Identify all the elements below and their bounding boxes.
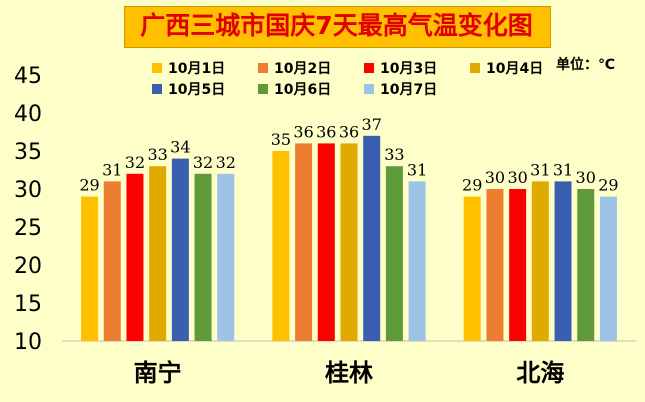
y-tick-label: 15 [14,292,42,317]
legend-swatch [470,63,480,73]
data-label: 31 [553,160,573,179]
x-category-label: 北海 [516,359,564,387]
legend-swatch [364,63,374,73]
data-label: 31 [102,160,122,179]
bar [340,143,358,341]
data-label: 35 [271,130,291,149]
bar [385,166,403,341]
bar [171,158,189,341]
bar [126,173,144,341]
y-tick-label: 10 [14,330,42,355]
bar [509,189,527,341]
bar [81,196,99,341]
data-label: 33 [147,145,167,164]
bar [217,173,235,341]
data-label: 36 [339,122,359,141]
bar [149,166,167,341]
legend-swatch [152,63,162,73]
data-label: 30 [485,168,505,187]
bar [363,135,381,341]
data-label: 32 [193,153,213,172]
unit-label: 单位：℃ [556,57,615,73]
bar [599,196,617,341]
bar [577,189,595,341]
y-tick-label: 35 [14,140,42,165]
x-category-label: 桂林 [325,359,373,387]
legend-swatch [258,84,268,94]
legend-swatch [258,63,268,73]
legend-label: 10月2日 [274,61,331,77]
data-label: 33 [384,145,404,164]
y-tick-label: 40 [14,102,42,127]
data-label: 36 [293,122,313,141]
legend-label: 10月5日 [168,82,225,98]
bar [272,151,290,341]
bar [194,173,212,341]
bar [486,189,504,341]
data-label: 30 [576,168,596,187]
y-tick-label: 25 [14,216,42,241]
legend-label: 10月3日 [380,61,437,77]
data-label: 34 [170,138,190,157]
bar [317,143,335,341]
data-label: 29 [598,176,618,195]
data-label: 32 [216,153,236,172]
data-label: 31 [530,160,550,179]
y-tick-label: 30 [14,178,42,203]
data-label: 36 [316,122,336,141]
y-tick-label: 45 [14,64,42,89]
bar [554,181,572,341]
legend-swatch [152,84,162,94]
bar [531,181,549,341]
chart-title: 广西三城市国庆7天最高气温变化图 [140,11,533,40]
x-category-label: 南宁 [134,359,182,387]
data-label: 30 [507,168,527,187]
legend-swatch [364,84,374,94]
bar [408,181,426,341]
data-label: 29 [79,176,99,195]
bar [463,196,481,341]
legend-label: 10月6日 [274,82,331,98]
data-label: 31 [407,160,427,179]
bar [295,143,313,341]
bar [103,181,121,341]
data-label: 29 [462,176,482,195]
data-label: 32 [125,153,145,172]
legend-label: 10月4日 [486,61,543,77]
chart-title-background [124,6,551,48]
data-label: 37 [362,115,382,134]
legend-label: 10月1日 [168,61,225,77]
legend-label: 10月7日 [380,82,437,98]
y-tick-label: 20 [14,254,42,279]
